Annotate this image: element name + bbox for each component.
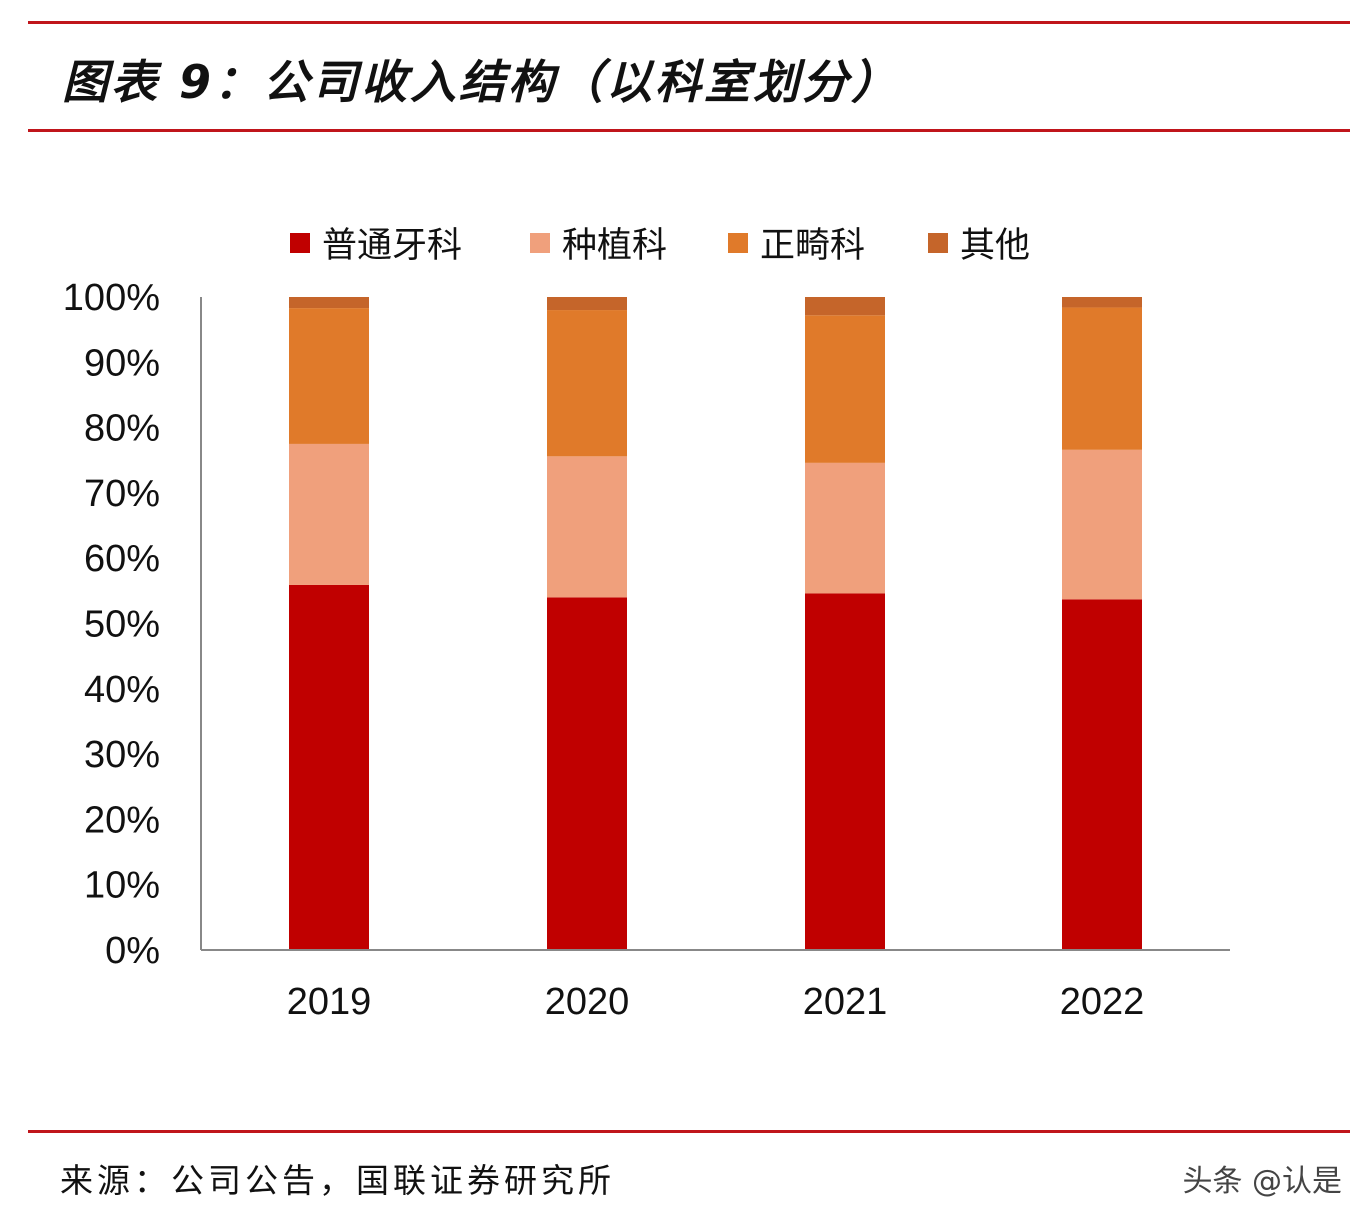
x-axis-labels: 2019 2020 2021 2022 [287,981,1145,1023]
x-tick-label: 2021 [803,981,888,1023]
y-tick-label: 40% [84,669,160,711]
legend-swatch-3 [728,233,748,253]
bar-2020-segment-1 [547,597,627,950]
top-rule [28,21,1350,24]
chart-axes [200,297,1230,951]
bar-2020-segment-2 [547,456,627,598]
bar-2022-segment-3 [1062,307,1142,450]
y-tick-label: 60% [84,538,160,580]
source-note: 来源：公司公告，国联证券研究所 [60,1161,615,1200]
y-axis-labels: 0% 10% 20% 30% 40% 50% 60% 70% 80% 90% 100% [63,277,160,972]
legend-swatch-2 [530,233,550,253]
title-rule [28,129,1350,132]
chart-bars [289,297,1142,950]
legend-label-3: 正畸科 [760,226,865,266]
y-tick-label: 50% [84,604,160,646]
x-tick-label: 2020 [545,981,630,1023]
figure-title: 图表 9：公司收入结构（以科室划分） [62,55,901,109]
bar-2021-segment-1 [805,593,885,950]
bar-2022-segment-2 [1062,449,1142,600]
y-tick-label: 20% [84,799,160,841]
bar-2022-segment-4 [1062,297,1142,308]
y-tick-label: 90% [84,342,160,384]
y-tick-label: 0% [105,930,160,972]
x-tick-label: 2019 [287,981,372,1023]
bar-2021-segment-3 [805,315,885,463]
x-tick-label: 2022 [1060,981,1145,1023]
bar-2021-segment-4 [805,297,885,316]
bar-2021-segment-2 [805,462,885,594]
bottom-rule [28,1130,1350,1133]
bar-2020-segment-3 [547,310,627,457]
y-tick-label: 30% [84,734,160,776]
legend-label-2: 种植科 [562,226,667,266]
bar-2019-segment-2 [289,443,369,585]
legend-label-1: 普通牙科 [322,226,462,266]
bar-2019-segment-4 [289,297,369,309]
watermark: 头条 @认是 [1182,1164,1342,1199]
y-tick-label: 100% [63,277,160,319]
bar-2019-segment-3 [289,308,369,444]
legend-label-4: 其他 [960,226,1030,266]
bar-2022-segment-1 [1062,599,1142,950]
legend-swatch-1 [290,233,310,253]
legend-swatch-4 [928,233,948,253]
bar-2020-segment-4 [547,297,627,311]
y-tick-label: 70% [84,473,160,515]
y-tick-label: 10% [84,865,160,907]
bar-2019-segment-1 [289,584,369,950]
y-tick-label: 80% [84,408,160,450]
chart-legend: 普通牙科 种植科 正畸科 其他 [290,226,1030,266]
